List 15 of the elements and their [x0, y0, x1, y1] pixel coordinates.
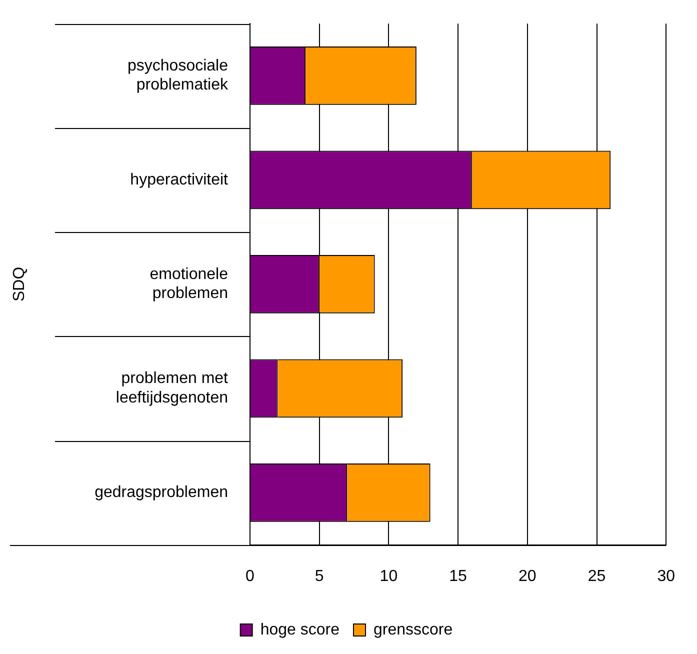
y-axis-title: SDQ [11, 266, 28, 302]
legend-label: hoge score [260, 621, 340, 638]
x-tick-label: 0 [246, 568, 255, 585]
y-tick-label: gedragsproblemen [94, 484, 228, 502]
y-tick-label: emotionele problemen [150, 266, 228, 302]
x-tick-label: 5 [314, 568, 324, 585]
x-tick-label: 30 [657, 568, 676, 585]
y-tick-label: problemen met leeftijdsgenoten [116, 370, 229, 406]
y-tick-label: psychosociale problematiek [128, 58, 229, 94]
x-tick-label: 15 [449, 568, 468, 585]
legend-label: grensscore [374, 621, 453, 638]
y-tick-label: hyperactiviteit [130, 171, 229, 188]
x-tick-label: 25 [588, 568, 606, 585]
x-tick-label: 20 [518, 568, 536, 585]
x-tick-label: 10 [380, 568, 398, 585]
